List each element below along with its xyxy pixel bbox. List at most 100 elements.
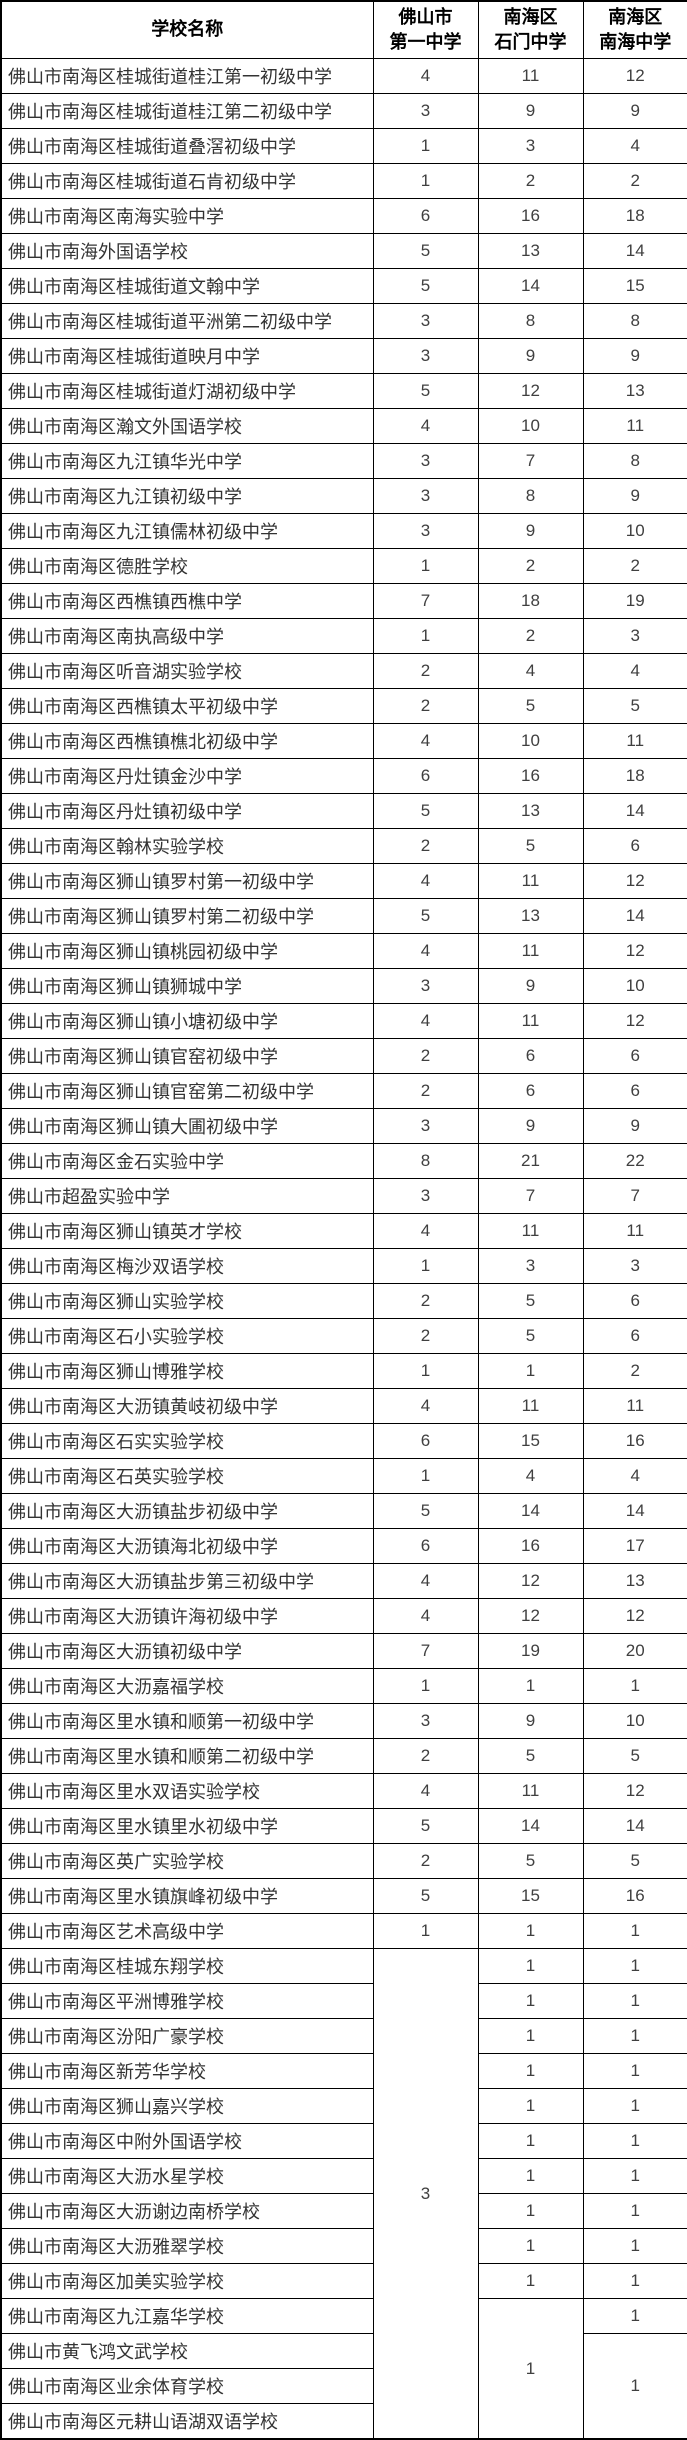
table-row: 佛山市南海区汾阳广豪学校 1 1: [0, 2018, 687, 2054]
header-school-name-label: 学校名称: [151, 19, 224, 40]
school-name-cell: 佛山市南海区狮山镇英才学校: [0, 1213, 374, 1249]
count-cell: 2: [582, 1353, 687, 1389]
table-row: 佛山市南海区里水镇里水初级中学 5 14 14: [0, 1808, 687, 1844]
count-cell: 4: [372, 1213, 479, 1249]
count-cell: 4: [372, 723, 479, 759]
table-row: 佛山市南海区大沥镇初级中学 7 19 20: [0, 1633, 687, 1669]
count-cell: 15: [477, 1423, 584, 1459]
school-name-cell: 佛山市南海区桂城街道叠滘初级中学: [0, 128, 374, 164]
school-name-cell: 佛山市超盈实验中学: [0, 1178, 374, 1214]
count-cell: 11: [582, 408, 687, 444]
count-cell: 13: [582, 373, 687, 409]
school-name-cell: 佛山市南海区大沥水星学校: [0, 2158, 374, 2194]
count-cell: 6: [582, 1318, 687, 1354]
table-row: 佛山市南海区九江镇儒林初级中学 3 9 10: [0, 513, 687, 549]
count-cell: 5: [582, 1843, 687, 1879]
count-cell: 7: [477, 1178, 584, 1214]
count-cell: 1: [372, 1248, 479, 1284]
table-row: 佛山市南海区桂城街道灯湖初级中学 5 12 13: [0, 373, 687, 409]
table-row: 佛山市南海外国语学校 5 13 14: [0, 233, 687, 269]
count-cell: 7: [477, 443, 584, 479]
school-name-cell: 佛山市南海区大沥镇盐步第三初级中学: [0, 1563, 374, 1599]
table-row: 佛山市南海区艺术高级中学 1 1 1: [0, 1913, 687, 1949]
count-cell: 5: [582, 688, 687, 724]
count-cell: 11: [477, 933, 584, 969]
school-name-cell: 佛山市南海区桂城街道灯湖初级中学: [0, 373, 374, 409]
table-row: 佛山市南海区狮山镇桃园初级中学 4 11 12: [0, 933, 687, 969]
table-row: 佛山市南海区桂城街道文翰中学 5 14 15: [0, 268, 687, 304]
school-name-cell: 佛山市南海区狮山嘉兴学校: [0, 2088, 374, 2124]
count-cell: 7: [372, 583, 479, 619]
count-cell: 1: [582, 1668, 687, 1704]
count-cell: 2: [372, 1738, 479, 1774]
table-row: 佛山市南海区大沥镇盐步初级中学 5 14 14: [0, 1493, 687, 1529]
count-cell: 20: [582, 1633, 687, 1669]
school-name-cell: 佛山市南海区狮山镇官窑初级中学: [0, 1038, 374, 1074]
count-cell: 9: [477, 1703, 584, 1739]
table-row: 佛山市南海区英广实验学校 2 5 5: [0, 1843, 687, 1879]
count-cell: 12: [477, 1598, 584, 1634]
count-cell: 3: [477, 128, 584, 164]
count-cell: 2: [477, 618, 584, 654]
school-name-cell: 佛山市南海区大沥镇许海初级中学: [0, 1598, 374, 1634]
count-cell: 14: [477, 1808, 584, 1844]
school-name-cell: 佛山市南海区狮山镇桃园初级中学: [0, 933, 374, 969]
table-row: 佛山市南海区狮山嘉兴学校 1 1: [0, 2088, 687, 2124]
count-cell: 16: [477, 198, 584, 234]
school-name-cell: 佛山市南海外国语学校: [0, 233, 374, 269]
school-name-cell: 佛山市南海区大沥镇黄岐初级中学: [0, 1388, 374, 1424]
count-cell: 5: [477, 688, 584, 724]
count-cell: 1: [582, 2298, 687, 2334]
count-cell: 3: [372, 303, 479, 339]
table-row: 佛山市南海区西樵镇樵北初级中学 4 10 11: [0, 723, 687, 759]
count-cell: 6: [477, 1073, 584, 1109]
school-name-cell: 佛山市南海区石小实验学校: [0, 1318, 374, 1354]
table-row: 佛山市南海区狮山镇官窑第二初级中学 2 6 6: [0, 1073, 687, 1109]
table-row: 佛山市南海区听音湖实验学校 2 4 4: [0, 653, 687, 689]
table-row: 佛山市南海区大沥镇许海初级中学 4 12 12: [0, 1598, 687, 1634]
count-cell: 1: [477, 1668, 584, 1704]
count-cell: 12: [477, 373, 584, 409]
count-cell: 9: [477, 968, 584, 1004]
table-row: 佛山市南海区翰林实验学校 2 5 6: [0, 828, 687, 864]
count-cell: 16: [582, 1423, 687, 1459]
count-cell: 6: [582, 828, 687, 864]
school-name-cell: 佛山市南海区英广实验学校: [0, 1843, 374, 1879]
school-name-cell: 佛山市南海区中附外国语学校: [0, 2123, 374, 2159]
count-cell: 2: [372, 1843, 479, 1879]
count-cell: 4: [372, 1598, 479, 1634]
count-cell: 3: [372, 1108, 479, 1144]
count-cell: 5: [477, 1283, 584, 1319]
table-row: 佛山市南海区大沥水星学校 1 1: [0, 2158, 687, 2194]
count-cell: 2: [372, 1038, 479, 1074]
table-row: 佛山市南海区桂城街道桂江第二初级中学 3 9 9: [0, 93, 687, 129]
count-cell: 8: [582, 443, 687, 479]
school-name-cell: 佛山市南海区九江镇儒林初级中学: [0, 513, 374, 549]
school-name-cell: 佛山市南海区翰林实验学校: [0, 828, 374, 864]
count-cell: 4: [372, 58, 479, 94]
table-row: 佛山市南海区狮山镇大圃初级中学 3 9 9: [0, 1108, 687, 1144]
count-cell: 5: [372, 898, 479, 934]
table-row: 佛山市南海区大沥镇盐步第三初级中学 4 12 13: [0, 1563, 687, 1599]
count-cell: 2: [582, 548, 687, 584]
table-row: 佛山市南海区新芳华学校 1 1: [0, 2053, 687, 2089]
count-cell: 3: [582, 618, 687, 654]
table-row: 佛山市南海区南海实验中学 6 16 18: [0, 198, 687, 234]
count-cell: 1: [582, 2193, 687, 2229]
table-row: 佛山市南海区狮山博雅学校 1 1 2: [0, 1353, 687, 1389]
count-cell: 9: [582, 1108, 687, 1144]
count-cell: 9: [582, 93, 687, 129]
school-name-cell: 佛山市南海区丹灶镇初级中学: [0, 793, 374, 829]
count-cell: 6: [582, 1283, 687, 1319]
count-cell: 21: [477, 1143, 584, 1179]
school-name-cell: 佛山市南海区桂城街道桂江第一初级中学: [0, 58, 374, 94]
school-name-cell: 佛山市南海区里水镇和顺第一初级中学: [0, 1703, 374, 1739]
count-cell: 1: [477, 2123, 584, 2159]
table-row: 佛山市南海区九江镇初级中学 3 8 9: [0, 478, 687, 514]
table-row: 佛山市南海区狮山镇狮城中学 3 9 10: [0, 968, 687, 1004]
school-name-cell: 佛山市南海区狮山镇官窑第二初级中学: [0, 1073, 374, 1109]
count-cell: 6: [372, 198, 479, 234]
header-row: 学校名称 佛山市 第一中学 南海区 石门中学 南海区 南海中学: [0, 0, 687, 59]
count-cell: 14: [582, 1493, 687, 1529]
